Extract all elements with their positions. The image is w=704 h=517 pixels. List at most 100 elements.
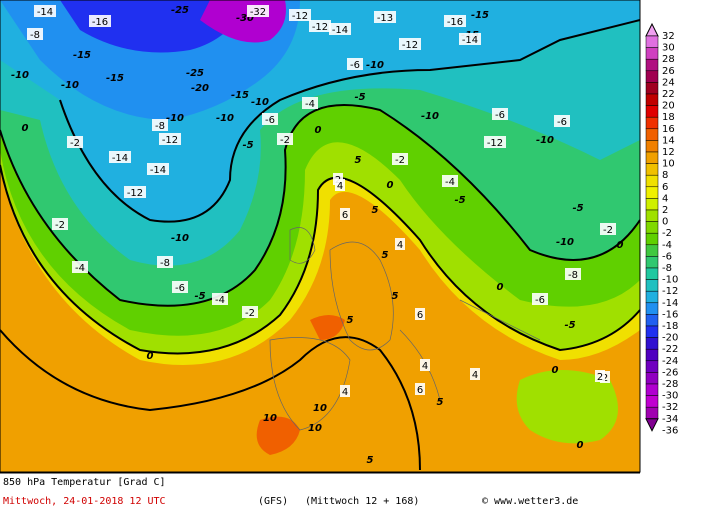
label-box <box>109 151 131 163</box>
contour-label: 6 <box>417 310 423 321</box>
contour-label: -5 <box>194 291 205 302</box>
contour-label: -20 <box>191 83 209 94</box>
contour-label: 5 <box>355 155 362 166</box>
label-box <box>89 15 111 27</box>
map-frame <box>0 0 641 473</box>
contour-label: -12 <box>312 22 328 33</box>
colorbar-label: -36 <box>662 425 678 436</box>
label-box <box>262 113 278 125</box>
footer-run: (Mittwoch 12 + 168) <box>305 496 419 507</box>
label-box <box>595 370 605 382</box>
contour-label: 5 <box>347 315 354 326</box>
colorbar-label: -22 <box>662 344 678 355</box>
label-box <box>159 133 181 145</box>
colorbar-cell <box>645 47 659 60</box>
colorbar-cell <box>645 244 659 257</box>
label-box <box>459 33 481 45</box>
colorbar-bottom <box>645 418 659 432</box>
contour-label: -14 <box>462 35 478 46</box>
colorbar-label: 6 <box>662 182 668 193</box>
colorbar-label: -16 <box>662 309 678 320</box>
contour-label: -14 <box>332 25 348 36</box>
contour-label: -16 <box>92 17 108 28</box>
label-box <box>172 281 188 293</box>
contour-label: -8 <box>155 121 165 132</box>
contour-label: -10 <box>366 60 384 71</box>
colorbar-label: -32 <box>662 402 678 413</box>
contour-label: -8 <box>30 30 40 41</box>
footer-model: (GFS) <box>258 496 288 507</box>
colorbar-cell <box>645 383 659 396</box>
colorbar-cell <box>645 360 659 373</box>
contour-label: -10 <box>11 70 29 81</box>
label-box <box>329 23 351 35</box>
label-box <box>347 58 363 70</box>
colorbar-label: -18 <box>662 321 678 332</box>
colorbar-label: -28 <box>662 379 678 390</box>
label-box <box>289 9 311 21</box>
label-box <box>309 20 331 32</box>
colorbar-label: 28 <box>662 54 675 65</box>
colorbar-cell <box>645 128 659 141</box>
colorbar-cell <box>645 163 659 176</box>
label-box <box>152 119 168 131</box>
colorbar-label: -14 <box>662 298 678 309</box>
colorbar-cell <box>645 93 659 106</box>
contour-label: -15 <box>471 10 489 21</box>
contour-label: -2 <box>395 155 405 166</box>
contour-label: -6 <box>535 295 545 306</box>
contour-label: 6 <box>342 210 348 221</box>
label-box <box>302 97 318 109</box>
colorbar-label: 32 <box>662 31 675 42</box>
colorbar-label: -30 <box>662 391 678 402</box>
contour-labels: -14-16-25-30-32-12-12-14-13-16-15-15-8-1… <box>11 5 624 466</box>
label-box <box>492 108 508 120</box>
label-box <box>444 15 466 27</box>
label-box <box>52 218 68 230</box>
label-box <box>277 133 293 145</box>
footer-source: © www.wetter3.de <box>482 496 578 507</box>
colorbar-cell <box>645 209 659 222</box>
label-box <box>415 308 425 320</box>
contour-label: -12 <box>127 188 143 199</box>
colorbar-label: -10 <box>662 275 678 286</box>
contour-label: -15 <box>106 73 124 84</box>
contour-label: -4 <box>305 99 315 110</box>
colorbar-label: 10 <box>662 159 675 170</box>
contour-label: -8 <box>568 270 578 281</box>
contour-label: -2 <box>55 220 65 231</box>
label-box <box>554 115 570 127</box>
contour-label: -12 <box>487 138 503 149</box>
label-box <box>335 179 345 191</box>
contour-label: 4 <box>422 361 428 372</box>
colorbar-cell <box>645 116 659 130</box>
contour-label: -32 <box>250 7 266 18</box>
colorbar-label: 8 <box>662 170 668 181</box>
colorbar-cell <box>645 105 659 118</box>
contour-label: 0 <box>552 365 559 376</box>
contour-label: 10 <box>313 403 327 414</box>
label-box <box>600 223 616 235</box>
colorbar-label: -2 <box>662 228 672 239</box>
colorbar-label: -12 <box>662 286 678 297</box>
contour-label: 4 <box>472 370 478 381</box>
contour-label: -10 <box>171 233 189 244</box>
colorbar-cell <box>645 325 659 338</box>
colorbar-cell <box>645 290 659 304</box>
label-box <box>565 268 581 280</box>
colorbar-cell <box>645 35 659 48</box>
contour-label: -12 <box>292 11 308 22</box>
label-box <box>340 208 350 220</box>
contour-label: 5 <box>372 205 379 216</box>
colorbar-label: 14 <box>662 135 675 146</box>
colorbar-cell <box>645 82 659 95</box>
colorbar-cell <box>645 151 659 164</box>
contour-label: -10 <box>216 113 234 124</box>
colorbar-cell <box>645 174 659 188</box>
colorbar-label: 30 <box>662 43 675 54</box>
contour-label: -12 <box>402 40 418 51</box>
colorbar-cell <box>645 337 659 350</box>
contour-label: -14 <box>112 153 128 164</box>
colorbar-label: -34 <box>662 414 678 425</box>
contour-label: -5 <box>354 92 365 103</box>
